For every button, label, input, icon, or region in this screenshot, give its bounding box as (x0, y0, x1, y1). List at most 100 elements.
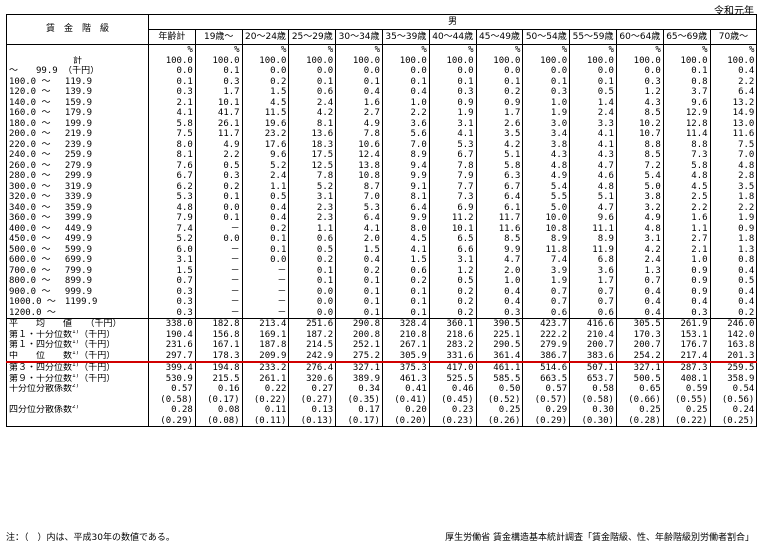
table-cell: 0.1 (381, 297, 430, 308)
table-cell: 0.8 (662, 76, 711, 87)
table-cell: 19.6 (241, 118, 290, 129)
table-cell: (0.66) (615, 394, 664, 405)
column-header: 70歳～ (709, 29, 758, 45)
table-cell: 1.9 (428, 108, 477, 119)
table-cell: 0.27 (288, 384, 337, 395)
table-cell: 0.2 (428, 297, 477, 308)
table-cell: 1.1 (288, 223, 337, 234)
table-cell: 5.2 (288, 181, 337, 192)
row-label: 800.0 ～ 899.9 (6, 276, 149, 287)
table-cell: 7.8 (428, 160, 477, 171)
table-cell: 153.1 (662, 329, 711, 340)
row-label: 180.0 ～ 199.9 (6, 118, 149, 129)
footnote: 注：（ ）内は、平成30年の数値である。 (6, 533, 175, 543)
table-cell: 0.2 (241, 76, 290, 87)
table-cell: 327.1 (615, 362, 664, 374)
table-cell: 500.5 (615, 373, 664, 384)
table-cell: 0.0 (288, 286, 337, 297)
table-cell: 358.9 (709, 373, 758, 384)
table-cell: 0.0 (335, 66, 383, 77)
table-cell: 283.2 (428, 340, 477, 351)
table-cell: 5.0 (522, 202, 571, 213)
table-cell: 3.1 (148, 255, 196, 266)
table-cell: 4.5 (662, 181, 711, 192)
table-cell: 9.6 (241, 150, 290, 161)
table-cell: 209.9 (241, 350, 290, 363)
table-cell: － (194, 244, 243, 255)
table-cell: 4.8 (522, 160, 571, 171)
table-cell: (0.13) (288, 415, 337, 427)
wage-band-row: 120.0 ～ 139.9 0.3 1.7 1.5 0.6 0.4 0.4 0.3 0.2 0.3… (6, 87, 758, 98)
wage-band-row: 100.0 ～ 119.9 0.1 0.3 0.2 0.1 0.1 0.1 0.1 0.1 0.1… (6, 76, 758, 87)
table-cell: 0.5 (428, 276, 477, 287)
table-cell: 261.1 (241, 373, 290, 384)
table-cell: 375.3 (381, 362, 430, 374)
table-cell: 8.1 (148, 150, 196, 161)
group-header-male: 男 (147, 14, 758, 30)
table-cell: 0.9 (428, 97, 477, 108)
row-label: ～ 99.9 （千円） (6, 66, 149, 77)
table-cell: 225.1 (475, 329, 524, 340)
table-cell: 386.7 (522, 350, 571, 363)
statistic-row: (0.58) (0.17) (0.22) (0.27) (0.35) (0.41) (0.4… (6, 394, 758, 405)
table-cell: 11.6 (475, 223, 524, 234)
table-cell: 0.46 (428, 384, 477, 395)
table-cell: 7.4 (148, 223, 196, 234)
table-cell: 0.57 (148, 384, 196, 395)
table-cell: 5.4 (522, 181, 571, 192)
table-cell: 1.2 (615, 87, 664, 98)
table-cell: (0.20) (381, 415, 430, 427)
wage-band-row: 140.0 ～ 159.9 2.1 10.1 4.5 2.4 1.6 1.0 0.9 0.9 1.… (6, 97, 758, 108)
table-cell: 11.6 (709, 129, 758, 140)
table-cell: 10.6 (335, 139, 383, 150)
table-cell: 4.8 (148, 202, 196, 213)
table-cell: % (709, 44, 758, 56)
table-cell: 0.1 (194, 192, 243, 203)
table-cell: 0.3 (662, 307, 711, 319)
table-cell: － (194, 276, 243, 287)
wage-band-row: 450.0 ～ 499.9 5.2 0.0 0.1 0.6 2.0 4.5 6.5 8.5 8.9… (6, 234, 758, 245)
table-cell: 18.3 (288, 139, 337, 150)
table-cell: 1.8 (709, 234, 758, 245)
table-cell: 254.2 (615, 350, 664, 363)
table-cell: 1.3 (615, 265, 664, 276)
table-cell: 0.1 (335, 297, 383, 308)
table-cell: 12.5 (288, 160, 337, 171)
wage-band-row: 600.0 ～ 699.9 3.1 － 0.0 0.2 0.4 1.5 3.1 4.7 7.4 6.… (6, 255, 758, 266)
table-cell: 6.5 (428, 234, 477, 245)
table-cell: 2.2 (194, 150, 243, 161)
table-cell: 0.9 (662, 276, 711, 287)
table-cell: % (241, 44, 290, 56)
wage-band-row: 160.0 ～ 179.9 4.1 41.7 11.5 4.2 2.7 2.2 1.9 1.7 1… (6, 108, 758, 119)
table-cell: 331.6 (428, 350, 477, 363)
table-cell: 276.4 (288, 362, 337, 374)
table-cell: 5.3 (335, 202, 383, 213)
table-cell: 0.4 (615, 307, 664, 319)
table-cell: 13.0 (709, 118, 758, 129)
table-cell: 10.0 (522, 213, 571, 224)
table-cell: 0.0 (241, 66, 290, 77)
statistic-row: 第３・四分位数1)（千円） 399.4 194.8 233.2 276.4 327.1 37… (6, 362, 758, 374)
wage-band-row: 200.0 ～ 219.9 7.5 11.7 23.2 13.6 7.8 5.6 4.1 3.5… (6, 129, 758, 140)
row-label: 220.0 ～ 239.9 (6, 139, 149, 150)
column-header: 年齢計 (148, 29, 196, 45)
table-cell: 0.4 (615, 286, 664, 297)
table-cell: 6.7 (428, 150, 477, 161)
table-cell: 156.8 (194, 329, 243, 340)
table-cell: 201.3 (709, 350, 758, 363)
table-cell: % (428, 44, 477, 56)
table-cell: 0.1 (662, 66, 711, 77)
row-label: 1200.0 ～ (6, 307, 149, 319)
table-cell: 178.3 (194, 350, 243, 363)
source-citation: 厚生労働省 賃金構造基本統計調査「賃金階級、性、年齢階級別労働者割合」 (445, 533, 754, 543)
table-cell: 279.9 (522, 340, 571, 351)
table-cell: 390.5 (475, 318, 524, 330)
table-cell: 2.6 (475, 118, 524, 129)
table-cell: 100.0 (569, 55, 617, 66)
table-cell: 8.7 (335, 181, 383, 192)
table-cell: (0.58) (148, 394, 196, 405)
table-cell: 0.50 (475, 384, 524, 395)
table-cell: 3.8 (615, 192, 664, 203)
table-cell: 8.1 (381, 192, 430, 203)
table-cell: 100.0 (381, 55, 430, 66)
